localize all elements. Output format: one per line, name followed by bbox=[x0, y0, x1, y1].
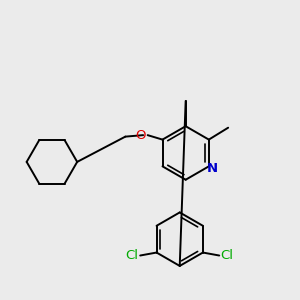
Text: N: N bbox=[207, 162, 218, 175]
Text: Cl: Cl bbox=[221, 249, 234, 262]
Text: Cl: Cl bbox=[126, 249, 139, 262]
Text: O: O bbox=[136, 129, 146, 142]
